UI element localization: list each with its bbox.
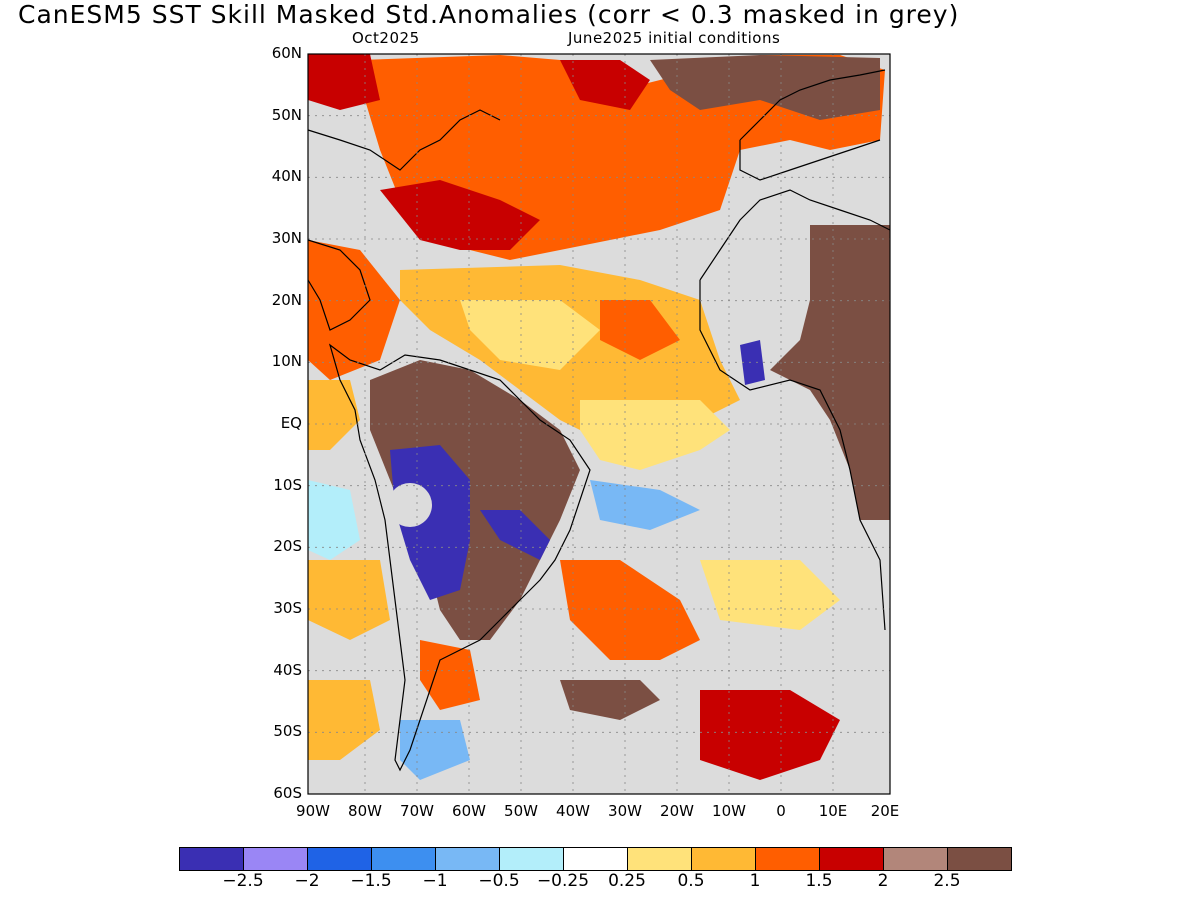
anomaly-region — [560, 680, 660, 720]
colorbar-label: 0.5 — [677, 871, 705, 891]
anomaly-region — [308, 380, 360, 450]
anomaly-region — [600, 300, 680, 360]
anomaly-region — [370, 360, 580, 640]
lat-label: 30N — [271, 229, 302, 247]
anomaly-region — [650, 55, 880, 120]
colorbar — [179, 847, 1012, 871]
anomaly-region — [420, 640, 480, 710]
anomaly-region — [560, 560, 700, 660]
coastline-north-america — [307, 239, 371, 331]
anomaly-region — [460, 300, 600, 370]
anomaly-region — [580, 400, 730, 470]
colorbar-swatch — [820, 848, 884, 870]
lat-label: 30S — [273, 599, 302, 617]
anomaly-region — [740, 340, 765, 385]
colorbar-swatch — [628, 848, 692, 870]
colorbar-label: 1.5 — [805, 871, 833, 891]
lat-label: 20N — [271, 290, 302, 309]
lon-label: 20E — [870, 802, 900, 820]
colorbar-label: 0.25 — [608, 871, 646, 891]
lon-label: 90W — [296, 802, 330, 820]
lat-label: 10N — [271, 352, 302, 371]
lat-label: 10S — [273, 475, 302, 494]
anomaly-region — [388, 483, 432, 527]
colorbar-swatch — [372, 848, 436, 870]
lon-label: 10W — [712, 802, 746, 820]
initial-conditions: June2025 initial conditions — [568, 29, 781, 47]
colorbar-label: 2.5 — [933, 871, 961, 891]
lon-label: 40W — [556, 802, 590, 820]
anomaly-region — [400, 720, 470, 780]
colorbar-swatch — [180, 848, 244, 870]
coastline-north-america — [307, 109, 501, 171]
lon-label: 30W — [608, 802, 642, 820]
colorbar-label: −2 — [294, 871, 320, 891]
coastline-europe — [739, 69, 886, 181]
colorbar-label: −0.5 — [478, 871, 520, 891]
colorbar-label: −1 — [422, 871, 448, 891]
lon-label: 0 — [776, 802, 786, 820]
colorbar-swatch — [948, 848, 1011, 870]
colorbar-swatch — [308, 848, 372, 870]
forecast-month: Oct2025 — [352, 29, 420, 47]
lon-label: 70W — [400, 802, 434, 820]
lon-label: 80W — [348, 802, 382, 820]
lat-label: 60S — [273, 784, 302, 802]
anomaly-region — [308, 480, 360, 560]
lat-label: 40S — [273, 660, 302, 679]
colorbar-label: 2 — [877, 871, 889, 891]
colorbar-swatch — [564, 848, 628, 870]
colorbar-swatch — [500, 848, 564, 870]
coastline-africa — [699, 189, 891, 631]
lat-label: 50S — [273, 722, 302, 741]
colorbar-label: −2.5 — [222, 871, 264, 891]
coastline-layer — [307, 69, 891, 772]
lon-label: 60W — [452, 802, 486, 820]
anomaly-region — [770, 225, 890, 520]
lon-label: 20W — [660, 802, 694, 820]
colorbar-label: −1.5 — [350, 871, 392, 891]
anomaly-region — [380, 180, 540, 250]
colorbar-swatch — [884, 848, 948, 870]
anomaly-region — [700, 560, 840, 630]
lat-label: EQ — [280, 414, 302, 432]
chart-title: CanESM5 SST Skill Masked Std.Anomalies (… — [18, 0, 960, 29]
lon-label: 10E — [818, 802, 848, 820]
lat-label: 40N — [271, 167, 302, 186]
colorbar-swatch — [692, 848, 756, 870]
colorbar-label: −0.25 — [536, 871, 590, 891]
colorbar-swatch — [244, 848, 308, 870]
colorbar-swatch — [436, 848, 500, 870]
anomaly-region — [308, 54, 380, 110]
graticule — [308, 54, 890, 794]
anomaly-region — [700, 690, 840, 780]
lon-label: 50W — [504, 802, 538, 820]
anomaly-region — [560, 60, 650, 110]
anomaly-region — [590, 480, 700, 530]
lat-label: 20S — [273, 537, 302, 556]
lat-label: 50N — [271, 105, 302, 124]
coastline-south-america — [328, 343, 591, 772]
map-border — [307, 53, 891, 795]
colorbar-label: 1 — [749, 871, 761, 891]
colorbar-swatch — [756, 848, 820, 870]
lat-label: 60N — [271, 44, 302, 62]
anomaly-region — [308, 560, 390, 640]
anomaly-region — [308, 680, 380, 760]
